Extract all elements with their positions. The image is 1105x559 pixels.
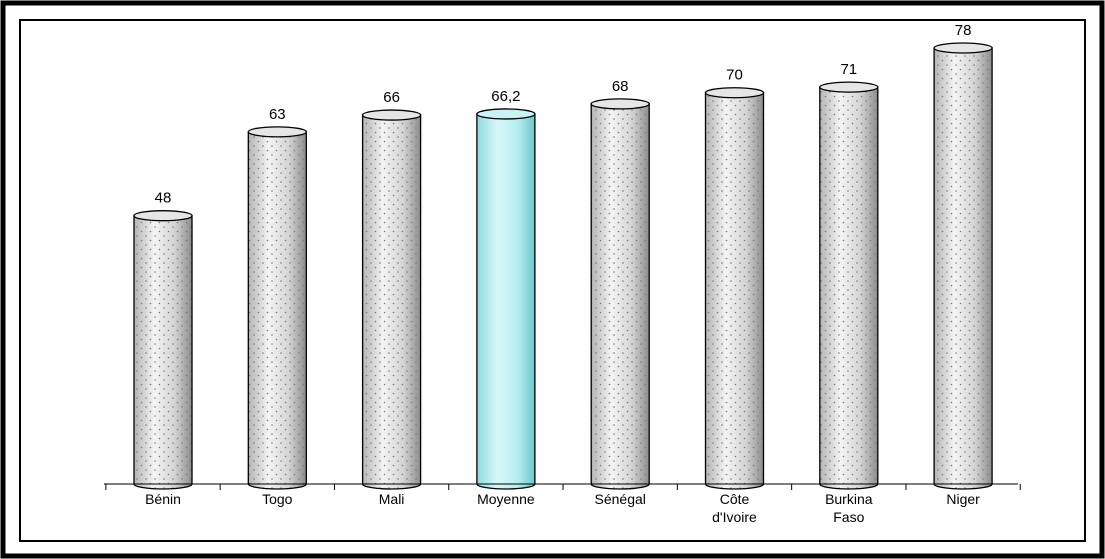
bar-outline <box>590 103 650 490</box>
bar-niger <box>933 42 993 490</box>
x-tick-label: Moyenne <box>477 491 535 507</box>
bar-moyenne <box>476 108 536 490</box>
bar-outline <box>133 215 193 490</box>
bar-cap <box>247 126 307 138</box>
data-label: 48 <box>155 190 172 207</box>
data-label: 66 <box>383 89 400 106</box>
bar-body <box>476 113 535 489</box>
x-tick-label: Sénégal <box>595 491 646 507</box>
plot-frame <box>19 19 1086 542</box>
bar-outline <box>361 114 422 490</box>
bar-c-te-d-ivoire <box>704 87 765 490</box>
data-label: 63 <box>269 106 286 123</box>
bar-togo <box>247 126 307 490</box>
bar-texture <box>362 115 421 490</box>
x-tick-label: d'Ivoire <box>712 509 757 525</box>
x-tick-label: Togo <box>262 491 293 507</box>
bar-cap <box>933 42 993 54</box>
labels-group: 48 Bénin 63 Togo 66 Mali 66,2 Moyenne 68 Sénégal 7… <box>145 22 980 525</box>
x-tick-label: Niger <box>946 491 980 507</box>
bar-cap <box>704 87 765 99</box>
bar-texture <box>705 92 764 489</box>
bar-outline <box>247 131 307 490</box>
data-label: 68 <box>612 78 629 95</box>
x-tick-label: Bénin <box>145 491 181 507</box>
data-label: 71 <box>840 61 857 78</box>
bar-outline <box>704 92 765 490</box>
bar-cap <box>133 210 193 222</box>
x-tick-label: Burkina <box>825 491 873 507</box>
bar-outline <box>933 47 993 490</box>
bar-texture <box>248 131 307 489</box>
x-tick-label: Mali <box>379 491 405 507</box>
bar-outline <box>819 86 879 490</box>
bar-outline <box>476 113 536 490</box>
bar-texture <box>934 48 993 489</box>
bar-cap <box>819 81 879 93</box>
x-tick-label: Faso <box>833 509 864 525</box>
bar-burkina-faso <box>819 81 879 490</box>
data-label: 66,2 <box>491 88 520 105</box>
bar-texture <box>134 215 192 489</box>
bar-mali <box>361 109 422 490</box>
x-tick-label: Côte <box>720 491 750 507</box>
bar-texture <box>591 103 650 490</box>
bar-cap <box>476 108 536 120</box>
data-label: 70 <box>726 67 743 84</box>
data-label: 78 <box>955 22 972 39</box>
x-axis <box>104 483 1021 490</box>
bar-cap <box>361 109 422 121</box>
bar-s-n-gal <box>590 98 650 490</box>
bar-b-nin <box>133 210 193 490</box>
bar-cap <box>590 98 650 110</box>
bar-texture <box>819 87 878 489</box>
bars-group <box>133 42 993 490</box>
